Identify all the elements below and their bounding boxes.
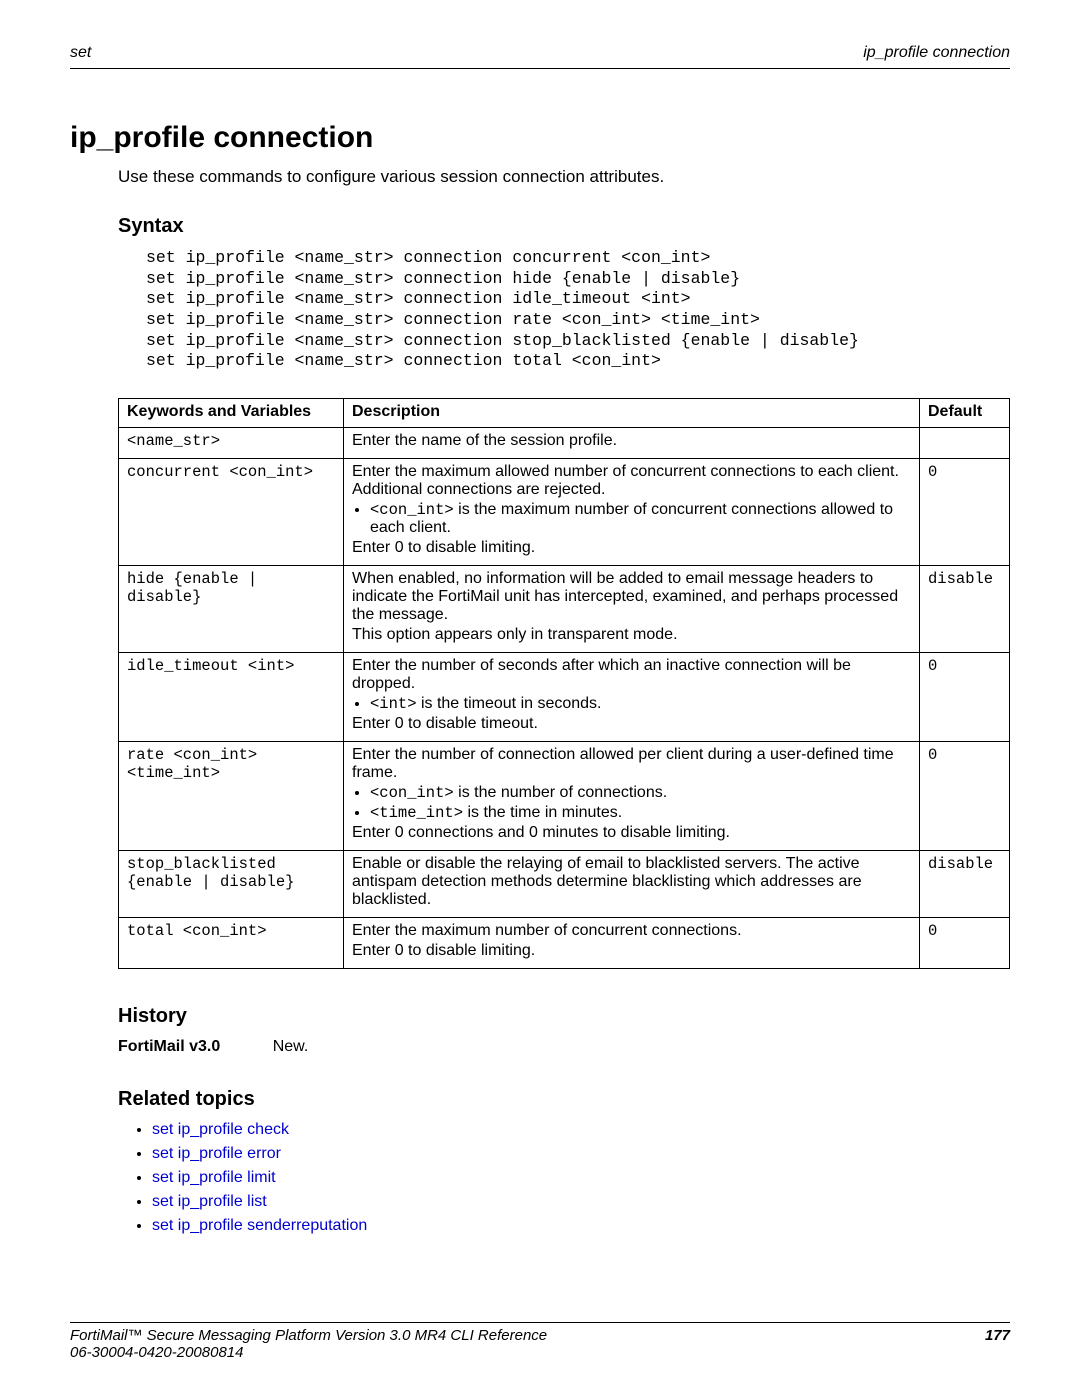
- related-item: set ip_profile list: [152, 1193, 1010, 1211]
- footer-left: FortiMail™ Secure Messaging Platform Ver…: [70, 1327, 547, 1361]
- table-row: stop_blacklisted {enable | disable}Enabl…: [119, 850, 1010, 917]
- kv-cell: concurrent <con_int>: [119, 458, 344, 565]
- related-link[interactable]: set ip_profile check: [152, 1121, 289, 1138]
- history-heading: History: [118, 1005, 1010, 1028]
- running-header: set ip_profile connection: [70, 44, 1010, 69]
- kv-cell: hide {enable | disable}: [119, 565, 344, 652]
- footer-line2: 06-30004-0420-20080814: [70, 1344, 547, 1361]
- header-left: set: [70, 44, 91, 62]
- default-cell: 0: [920, 741, 1010, 850]
- default-cell: 0: [920, 458, 1010, 565]
- history-note: New.: [273, 1038, 309, 1055]
- desc-cell: Enter the name of the session profile.: [344, 427, 920, 458]
- syntax-block: set ip_profile <name_str> connection con…: [146, 248, 1010, 372]
- kv-cell: total <con_int>: [119, 917, 344, 968]
- default-cell: 0: [920, 652, 1010, 741]
- desc-cell: Enter the maximum allowed number of conc…: [344, 458, 920, 565]
- default-cell: disable: [920, 565, 1010, 652]
- related-link[interactable]: set ip_profile senderreputation: [152, 1217, 367, 1234]
- table-row: <name_str>Enter the name of the session …: [119, 427, 1010, 458]
- footer-page-number: 177: [985, 1327, 1010, 1361]
- default-cell: disable: [920, 850, 1010, 917]
- table-row: rate <con_int> <time_int>Enter the numbe…: [119, 741, 1010, 850]
- footer-line1: FortiMail™ Secure Messaging Platform Ver…: [70, 1327, 547, 1344]
- syntax-heading: Syntax: [118, 215, 1010, 238]
- col-keywords: Keywords and Variables: [119, 398, 344, 427]
- col-default: Default: [920, 398, 1010, 427]
- desc-cell: Enter the maximum number of concurrent c…: [344, 917, 920, 968]
- page-footer: FortiMail™ Secure Messaging Platform Ver…: [70, 1322, 1010, 1361]
- related-item: set ip_profile error: [152, 1145, 1010, 1163]
- table-row: hide {enable | disable}When enabled, no …: [119, 565, 1010, 652]
- kv-cell: stop_blacklisted {enable | disable}: [119, 850, 344, 917]
- related-item: set ip_profile check: [152, 1121, 1010, 1139]
- history-entry: FortiMail v3.0 New.: [118, 1038, 1010, 1056]
- history-version: FortiMail v3.0: [118, 1038, 220, 1055]
- related-link[interactable]: set ip_profile list: [152, 1193, 267, 1210]
- table-row: idle_timeout <int>Enter the number of se…: [119, 652, 1010, 741]
- related-item: set ip_profile limit: [152, 1169, 1010, 1187]
- related-heading: Related topics: [118, 1088, 1010, 1111]
- header-right: ip_profile connection: [863, 44, 1010, 62]
- desc-cell: Enable or disable the relaying of email …: [344, 850, 920, 917]
- related-link[interactable]: set ip_profile limit: [152, 1169, 276, 1186]
- kv-cell: <name_str>: [119, 427, 344, 458]
- kv-cell: rate <con_int> <time_int>: [119, 741, 344, 850]
- desc-cell: When enabled, no information will be add…: [344, 565, 920, 652]
- kv-cell: idle_timeout <int>: [119, 652, 344, 741]
- default-cell: 0: [920, 917, 1010, 968]
- table-row: concurrent <con_int>Enter the maximum al…: [119, 458, 1010, 565]
- page-title: ip_profile connection: [70, 121, 1010, 155]
- intro-text: Use these commands to configure various …: [118, 167, 1010, 187]
- table-row: total <con_int>Enter the maximum number …: [119, 917, 1010, 968]
- desc-cell: Enter the number of seconds after which …: [344, 652, 920, 741]
- table-header-row: Keywords and Variables Description Defau…: [119, 398, 1010, 427]
- related-link[interactable]: set ip_profile error: [152, 1145, 281, 1162]
- default-cell: [920, 427, 1010, 458]
- col-description: Description: [344, 398, 920, 427]
- kv-table: Keywords and Variables Description Defau…: [118, 398, 1010, 969]
- related-item: set ip_profile senderreputation: [152, 1217, 1010, 1235]
- desc-cell: Enter the number of connection allowed p…: [344, 741, 920, 850]
- related-list: set ip_profile check set ip_profile error…: [134, 1121, 1010, 1235]
- page: set ip_profile connection ip_profile con…: [0, 0, 1080, 1397]
